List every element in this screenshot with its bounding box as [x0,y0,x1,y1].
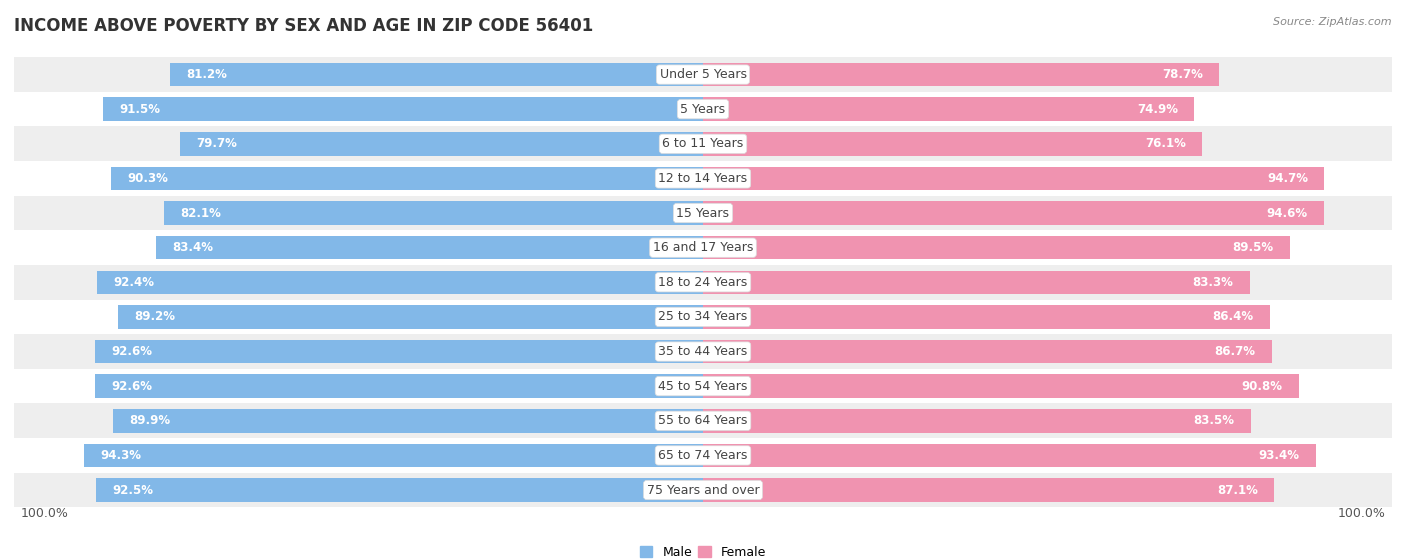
Bar [118,305,703,329]
Text: 94.7%: 94.7% [1267,172,1308,185]
Text: 93.4%: 93.4% [1258,449,1299,462]
Text: 90.3%: 90.3% [127,172,167,185]
Bar [703,201,1323,225]
Text: 12 to 14 Years: 12 to 14 Years [658,172,748,185]
Text: 89.2%: 89.2% [134,310,176,324]
Bar [103,97,703,121]
Bar [14,438,1392,473]
Bar [111,167,703,190]
Text: 81.2%: 81.2% [187,68,228,81]
Bar [14,57,1392,92]
Text: 86.4%: 86.4% [1212,310,1254,324]
Bar [180,132,703,155]
Bar [703,132,1202,155]
Text: 90.8%: 90.8% [1241,380,1282,392]
Bar [14,369,1392,404]
Bar [14,300,1392,334]
Text: 83.5%: 83.5% [1194,414,1234,427]
Text: 74.9%: 74.9% [1137,103,1178,116]
Bar [96,340,703,363]
Bar [14,404,1392,438]
Text: INCOME ABOVE POVERTY BY SEX AND AGE IN ZIP CODE 56401: INCOME ABOVE POVERTY BY SEX AND AGE IN Z… [14,17,593,35]
Text: 92.5%: 92.5% [112,484,153,496]
Bar [703,271,1250,294]
Text: 75 Years and over: 75 Years and over [647,484,759,496]
Bar [96,479,703,502]
Text: 6 to 11 Years: 6 to 11 Years [662,138,744,150]
Text: 35 to 44 Years: 35 to 44 Years [658,345,748,358]
Bar [703,63,1219,86]
Bar [703,340,1272,363]
Bar [112,409,703,433]
Text: 89.9%: 89.9% [129,414,170,427]
Bar [84,444,703,467]
Text: 92.6%: 92.6% [112,345,153,358]
Text: 15 Years: 15 Years [676,206,730,220]
Bar [14,265,1392,300]
Text: 18 to 24 Years: 18 to 24 Years [658,276,748,289]
Text: 86.7%: 86.7% [1215,345,1256,358]
Bar [703,97,1195,121]
Bar [703,236,1291,259]
Text: 25 to 34 Years: 25 to 34 Years [658,310,748,324]
Bar [703,479,1274,502]
Text: 94.3%: 94.3% [101,449,142,462]
Text: 65 to 74 Years: 65 to 74 Years [658,449,748,462]
Legend: Male, Female: Male, Female [636,541,770,559]
Text: 92.4%: 92.4% [112,276,155,289]
Bar [14,126,1392,161]
Text: 92.6%: 92.6% [112,380,153,392]
Bar [97,271,703,294]
Bar [14,230,1392,265]
Text: 89.5%: 89.5% [1233,241,1274,254]
Bar [14,334,1392,369]
Bar [96,375,703,398]
Bar [14,161,1392,196]
Text: 55 to 64 Years: 55 to 64 Years [658,414,748,427]
Text: 91.5%: 91.5% [120,103,160,116]
Text: 16 and 17 Years: 16 and 17 Years [652,241,754,254]
Text: 82.1%: 82.1% [181,206,222,220]
Bar [170,63,703,86]
Text: 94.6%: 94.6% [1267,206,1308,220]
Bar [156,236,703,259]
Text: 76.1%: 76.1% [1144,138,1185,150]
Bar [703,375,1299,398]
Text: 5 Years: 5 Years [681,103,725,116]
Text: 100.0%: 100.0% [21,507,69,520]
Bar [703,444,1316,467]
Bar [703,409,1251,433]
Bar [703,167,1324,190]
Bar [165,201,703,225]
Text: 100.0%: 100.0% [1337,507,1385,520]
Text: 79.7%: 79.7% [197,138,238,150]
Bar [703,305,1270,329]
Text: 83.3%: 83.3% [1192,276,1233,289]
Text: 45 to 54 Years: 45 to 54 Years [658,380,748,392]
Text: 87.1%: 87.1% [1218,484,1258,496]
Text: 83.4%: 83.4% [172,241,214,254]
Text: Source: ZipAtlas.com: Source: ZipAtlas.com [1274,17,1392,27]
Bar [14,92,1392,126]
Text: Under 5 Years: Under 5 Years [659,68,747,81]
Bar [14,473,1392,508]
Bar [14,196,1392,230]
Text: 78.7%: 78.7% [1163,68,1204,81]
